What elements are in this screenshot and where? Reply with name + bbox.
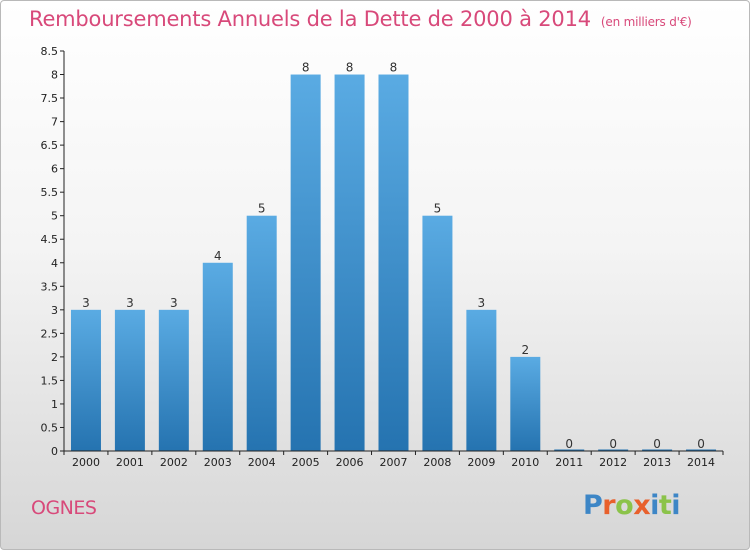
x-tick-label: 2000 [72, 456, 100, 469]
bar-2000[interactable] [70, 309, 101, 451]
bar-2004[interactable] [246, 215, 277, 451]
x-tick-label: 2005 [292, 456, 320, 469]
bar-value-label: 0 [609, 437, 617, 451]
logo-letter: i [650, 490, 659, 521]
bar-value-label: 3 [170, 296, 178, 310]
chart-unit: (en milliers d'€) [600, 15, 692, 29]
logo-letter: i [671, 490, 681, 521]
bar-value-label: 2 [521, 343, 529, 357]
bar-2003[interactable] [202, 262, 233, 451]
bar-2013[interactable] [642, 449, 673, 452]
bar-2005[interactable] [290, 74, 321, 451]
y-tick-label: 5 [51, 210, 58, 223]
bar-value-label: 4 [214, 249, 222, 263]
x-tick-label: 2009 [467, 456, 495, 469]
chart-title: Remboursements Annuels de la Dette de 20… [29, 7, 692, 31]
y-tick-label: 3 [51, 304, 58, 317]
x-tick-label: 2004 [248, 456, 276, 469]
y-tick-label: 4 [51, 257, 58, 270]
bar-2010[interactable] [510, 356, 541, 451]
y-tick-label: 0.5 [41, 421, 59, 434]
chart-title-text: Remboursements Annuels de la Dette de 20… [29, 7, 591, 31]
bar-value-label: 5 [258, 202, 266, 216]
bar-value-label: 8 [346, 61, 354, 75]
x-axis: 2000 2001 2002 2003 2004 2005 2006 2007 2008 2009… [63, 450, 724, 469]
bar-2014[interactable] [686, 449, 717, 452]
bar-value-label: 8 [302, 61, 310, 75]
y-tick-label: 7.5 [41, 92, 59, 105]
y-tick-label: 8.5 [41, 45, 59, 58]
y-tick-label: 5.5 [41, 186, 59, 199]
bar-value-label: 3 [82, 296, 90, 310]
bar-value-label: 0 [565, 437, 573, 451]
x-tick-label: 2006 [336, 456, 364, 469]
y-tick-label: 1.5 [41, 374, 59, 387]
x-tick-label: 2012 [599, 456, 627, 469]
logo-letter: P [583, 490, 603, 521]
bar-value-label: 5 [434, 202, 442, 216]
bars-group: 3 3 3 4 5 8 8 8 5 3 2 0 0 0 0 [70, 61, 717, 452]
bar-2001[interactable] [114, 309, 145, 451]
commune-name: OGNES [31, 497, 97, 519]
y-tick-label: 1 [51, 398, 58, 411]
bar-2002[interactable] [158, 309, 189, 451]
bar-value-label: 0 [697, 437, 705, 451]
y-tick-label: 0 [51, 445, 58, 458]
y-tick-label: 6.5 [41, 139, 59, 152]
bar-2008[interactable] [422, 215, 453, 451]
x-tick-label: 2013 [643, 456, 671, 469]
bar-value-label: 8 [390, 61, 398, 75]
y-tick-label: 8 [51, 69, 58, 82]
logo-letter: r [602, 490, 616, 521]
bar-value-label: 3 [478, 296, 486, 310]
y-tick-label: 6 [51, 163, 58, 176]
logo-letter: t [658, 490, 672, 521]
x-tick-label: 2001 [116, 456, 144, 469]
bar-2012[interactable] [598, 449, 629, 452]
x-tick-label: 2011 [555, 456, 583, 469]
x-tick-label: 2010 [511, 456, 539, 469]
y-tick-label: 7 [51, 116, 58, 129]
bar-2009[interactable] [466, 309, 497, 451]
x-tick-label: 2003 [204, 456, 232, 469]
logo-letter: o [615, 490, 634, 521]
x-tick-label: 2008 [423, 456, 451, 469]
y-tick-label: 4.5 [41, 233, 59, 246]
bar-2006[interactable] [334, 74, 365, 451]
y-axis: 0 0.5 1 1.5 2 2.5 3 3.5 4 4.5 5 5.5 6 6.5 7 7.5 8 8.5 [41, 45, 65, 458]
proxiti-logo[interactable]: Proxiti [583, 490, 681, 521]
bar-value-label: 3 [126, 296, 134, 310]
y-tick-label: 3.5 [41, 280, 59, 293]
bar-value-label: 0 [653, 437, 661, 451]
x-tick-label: 2002 [160, 456, 188, 469]
x-tick-label: 2014 [687, 456, 715, 469]
bar-2011[interactable] [554, 449, 585, 452]
y-tick-label: 2 [51, 351, 58, 364]
x-tick-label: 2007 [380, 456, 408, 469]
logo-letter: x [633, 490, 651, 521]
bar-2007[interactable] [378, 74, 409, 451]
y-tick-label: 2.5 [41, 327, 59, 340]
